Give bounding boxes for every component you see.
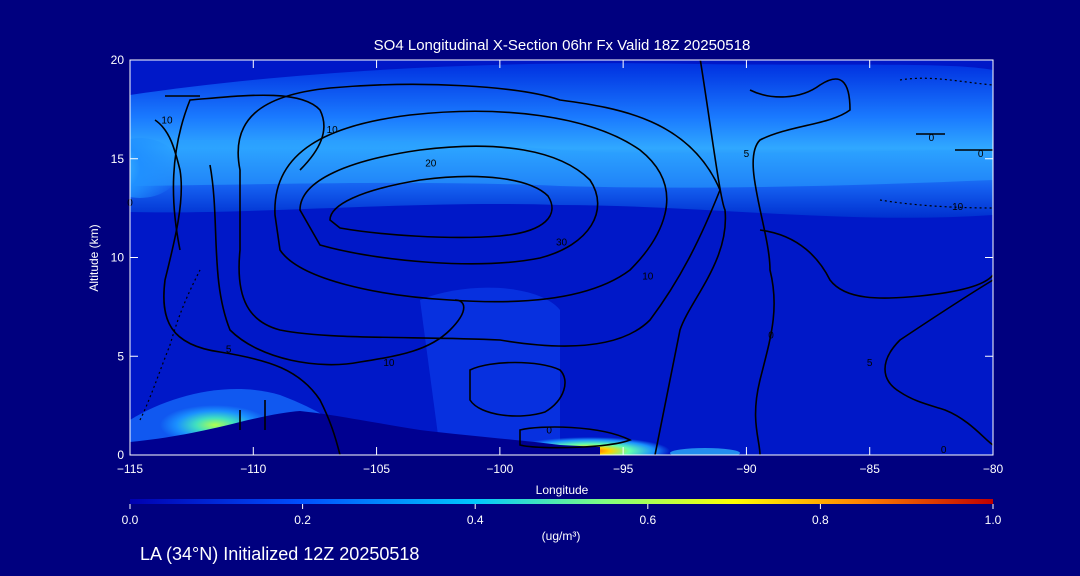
contour-label: 0 [929,133,935,144]
y-tick-label: 10 [111,251,125,265]
x-tick-label: −110 [240,462,266,476]
y-tick-label: 5 [117,349,124,363]
x-tick-label: −115 [117,462,143,476]
contour-5-mid [209,164,465,366]
contour-10-outer [237,83,721,347]
chart-title: SO4 Longitudinal X-Section 06hr Fx Valid… [374,37,751,54]
y-tick-label: 0 [117,448,124,462]
colorbar-ticks: 0.0 0.2 0.4 0.6 0.8 1.0 [122,504,1002,527]
contour-5-west [172,94,325,251]
colorbar [130,499,993,504]
contour-label: 5 [744,149,750,160]
contour-30 [329,175,553,239]
x-tick-label: −95 [613,462,634,476]
west-edge-high [130,138,180,198]
contour-inner-low [469,361,566,417]
contour-0-east [654,60,727,455]
colorbar-tick-label: 0.4 [467,513,484,527]
contour-label: 0 [546,425,552,436]
colorbar-tick-label: 1.0 [985,513,1002,527]
x-tick-label: −100 [486,462,513,476]
contour-surface [519,426,632,449]
colorbar-tick-label: 0.6 [639,513,656,527]
colorbar-label: (ug/m³) [542,529,581,543]
mid-plume [420,287,560,450]
contour-label: 0 [768,331,774,342]
contour-0-far-east [884,279,993,446]
y-axis-label: Altitude (km) [87,224,101,291]
terrain [130,411,600,455]
contour-label: 20 [425,159,437,170]
contour-label: 10 [383,358,395,369]
band-core [130,139,993,188]
y-axis: 0 5 10 15 20 [111,53,993,462]
contour-small-segments [165,95,993,151]
y-tick-label: 15 [111,152,125,166]
contour-5-east [749,78,851,455]
x-tick-label: −90 [736,462,757,476]
contour-label: 0 [941,445,947,456]
east-surface-trace [670,448,740,455]
concentration-field [130,60,993,455]
colorbar-tick-label: 0.0 [122,513,139,527]
contour-label: 0 [978,149,984,160]
contour-hotspot-lines [239,400,266,430]
contour-10-inner [274,110,668,303]
contour-label: 5 [226,344,232,355]
contour-negative [879,77,993,209]
x-tick-label: −85 [860,462,881,476]
contour-label: 10 [642,271,654,282]
contour-20 [299,145,599,265]
contour-10-east [759,229,993,299]
colorbar-tick-label: 0.2 [294,513,311,527]
x-tick-label: −80 [983,462,1004,476]
contour-negative-west [139,269,201,421]
x-axis: −115 −110 −105 −100 −95 −90 −85 −80 [117,60,1004,476]
contour-label: 5 [867,358,873,369]
contour-label: 10 [161,115,173,126]
contour-label: 10 [327,125,339,136]
y-tick-label: 20 [111,53,125,67]
contour-label: -10 [949,202,964,213]
colorbar-tick-label: 0.8 [812,513,829,527]
x-axis-label: Longitude [536,483,589,497]
footer-caption: LA (34°N) Initialized 12Z 20250518 [140,544,420,564]
contour-label: 30 [556,238,568,249]
contour-0-west [154,119,341,455]
x-tick-label: −105 [363,462,390,476]
contour-lines [139,60,993,455]
